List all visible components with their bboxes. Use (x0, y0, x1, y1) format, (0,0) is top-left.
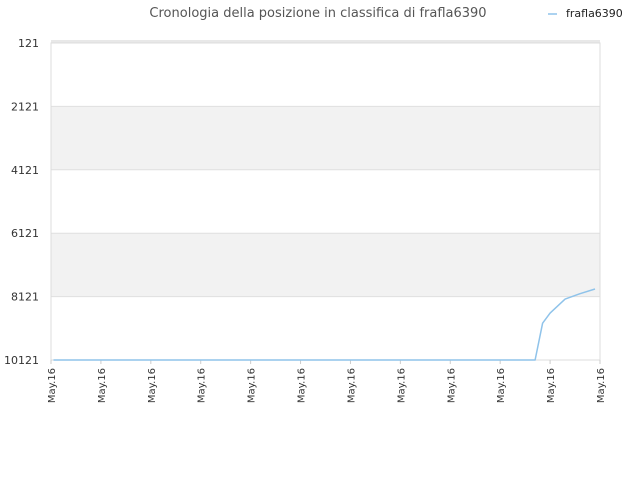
x-tick-label: May.16 (147, 368, 158, 403)
x-tick-label: May.16 (346, 368, 357, 403)
x-tick-label: May.16 (97, 368, 108, 403)
grid-band (51, 296, 600, 360)
x-tick-label: May.16 (247, 368, 258, 403)
grid-band (51, 233, 600, 297)
y-tick-label: 2121 (11, 100, 39, 113)
grid-band (51, 106, 600, 170)
x-tick-label: May.16 (496, 368, 507, 403)
x-tick-label: May.16 (596, 368, 607, 403)
x-tick-label: May.16 (297, 368, 308, 403)
legend-label: frafla6390 (566, 7, 623, 20)
x-tick-label: May.16 (446, 368, 457, 403)
y-tick-label: 121 (18, 37, 39, 50)
y-tick-label: 10121 (4, 354, 39, 367)
plot-top-strip (51, 40, 600, 43)
y-tick-label: 8121 (11, 291, 39, 304)
plot-area: 121 2121 4121 6121 8121 10121 May.16 May.16 May.… (4, 37, 607, 403)
chart-title: Cronologia della posizione in classifica… (149, 6, 486, 21)
grid-band (51, 43, 600, 107)
legend: frafla6390 (548, 7, 623, 20)
x-tick-label: May.16 (47, 368, 58, 403)
x-tick-label: May.16 (396, 368, 407, 403)
y-tick-label: 4121 (11, 164, 39, 177)
y-tick-label: 6121 (11, 227, 39, 240)
x-tick-label: May.16 (546, 368, 557, 403)
series-line (53, 288, 596, 361)
x-tick-label: May.16 (197, 368, 208, 403)
grid-band (51, 169, 600, 234)
